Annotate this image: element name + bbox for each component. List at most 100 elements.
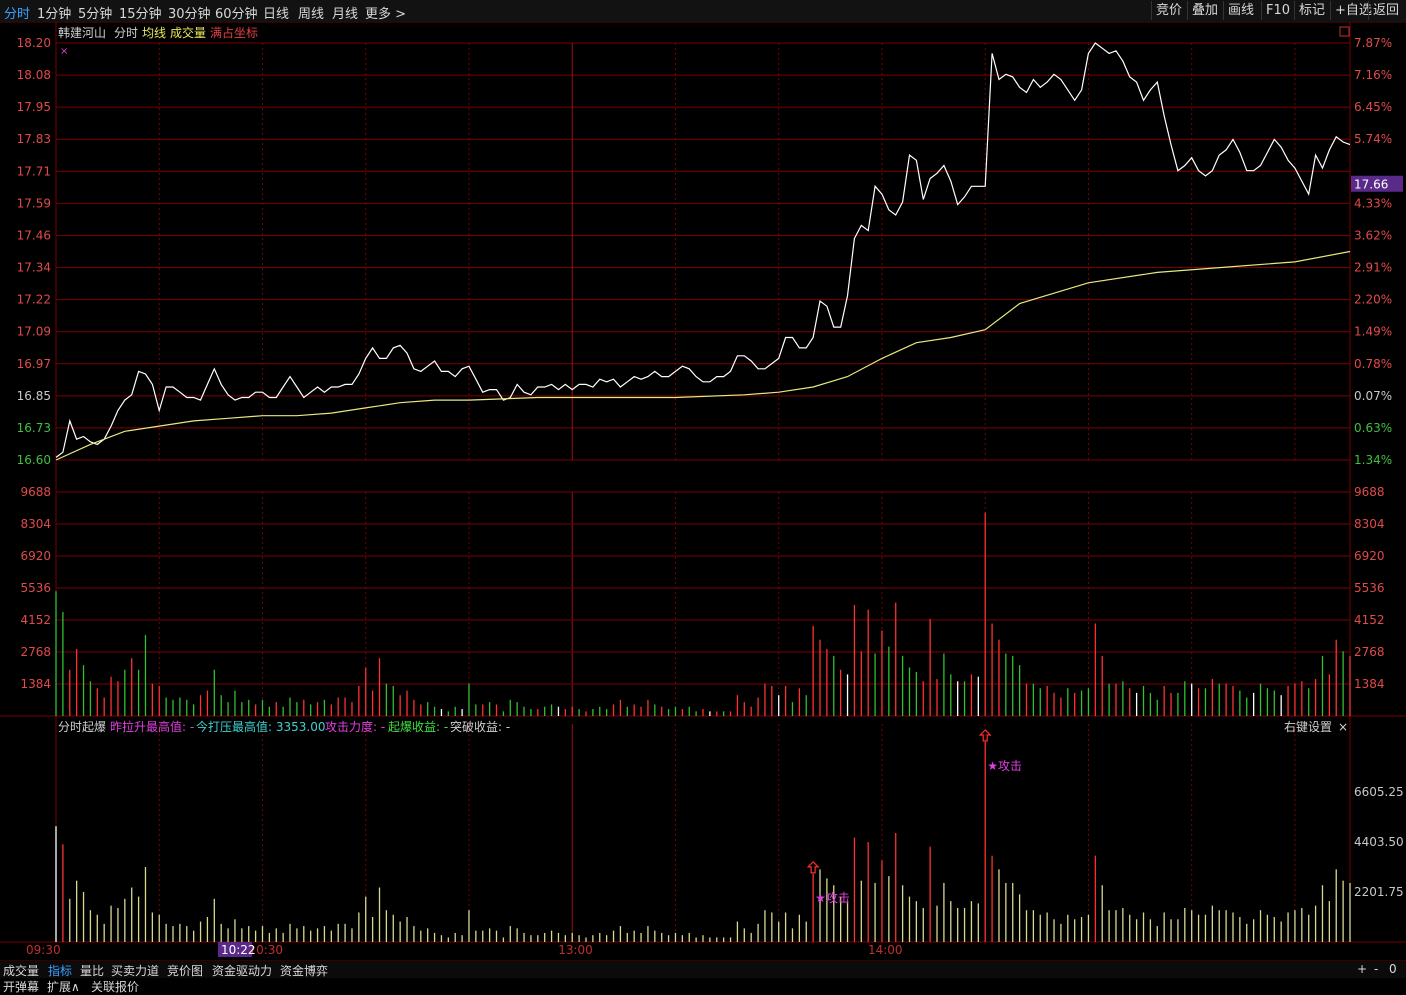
bottom-tab-1[interactable]: 指标 <box>48 964 73 978</box>
toolbar-button-6[interactable]: 返回 <box>1368 1 1403 20</box>
bottom-tab-5[interactable]: 资金驱动力 <box>212 964 273 978</box>
price-tick-label: 17.34 <box>17 261 51 275</box>
timeframe-tab-0[interactable]: 分时 <box>4 7 31 22</box>
attack-signal-label: ★攻击 <box>987 759 1022 773</box>
bottom-action-0[interactable]: 开弹幕 <box>3 980 40 994</box>
attack-arrow-icon <box>978 729 992 742</box>
time-label: 10:30 <box>248 943 283 957</box>
volume-tick-label-right: 8304 <box>1354 517 1385 531</box>
timeframe-tab-3[interactable]: 15分钟 <box>119 7 162 22</box>
volume-tick-label: 8304 <box>20 517 51 531</box>
bottom-tab-0[interactable]: 成交量 <box>3 964 40 978</box>
timeframe-tab-8[interactable]: 月线 <box>332 7 359 22</box>
volume-tick-label-right: 9688 <box>1354 485 1385 499</box>
volume-label: 成交量 <box>170 25 206 40</box>
pct-tick-label: 4.33% <box>1354 196 1392 210</box>
volume-tick-label: 9688 <box>20 485 51 499</box>
timeframe-tab-7[interactable]: 周线 <box>298 7 325 22</box>
stock-name: 韩建河山 <box>58 25 106 40</box>
full-axis-label[interactable]: 满占坐标 <box>210 25 258 40</box>
x-marker-icon: × <box>60 46 68 57</box>
indicator-item-1: 今打压最高值: 3353.00 <box>196 719 325 734</box>
timeframe-tab-6[interactable]: 日线 <box>263 7 290 22</box>
indicator-item-0: 昨拉升最高值: - <box>110 719 194 734</box>
bottom-tab-3[interactable]: 买卖力道 <box>111 964 160 978</box>
indicator-tick-label: 2201.75 <box>1354 885 1404 899</box>
intraday-chart[interactable]: 18.20 7.87% 18.08 7.16% 17.95 6.45% 17.83 5.74%… <box>0 22 1406 960</box>
indicator-item-3: 起爆收益: - <box>388 720 448 734</box>
zoom-button-0[interactable]: + <box>1357 962 1368 976</box>
pct-tick-label: 1.34% <box>1354 453 1392 467</box>
pct-tick-label: 6.45% <box>1354 100 1392 114</box>
time-label: 13:00 <box>558 943 593 957</box>
time-label: 14:00 <box>868 943 903 957</box>
avg-line-label: 均线 <box>142 26 166 40</box>
pct-tick-label: 3.62% <box>1354 228 1392 242</box>
current-price-tag <box>1351 175 1403 192</box>
toolbar-button-1[interactable]: 叠加 <box>1187 1 1222 20</box>
attack-arrow-icon <box>806 861 820 874</box>
pct-tick-label: 2.91% <box>1354 261 1392 275</box>
bottom-action-1[interactable]: 扩展∧ <box>47 980 80 994</box>
pct-tick-label: 0.07% <box>1354 389 1392 403</box>
price-tick-label: 17.46 <box>17 228 51 242</box>
mode-label: 分时 <box>114 26 138 40</box>
indicator-item-4: 突破收益: - <box>450 719 510 734</box>
price-tick-label: 16.73 <box>17 421 51 435</box>
bottom-tab-2[interactable]: 量比 <box>80 964 105 978</box>
price-tick-label: 17.83 <box>17 132 51 146</box>
volume-tick-label-right: 5536 <box>1354 581 1385 595</box>
timeframe-tab-9[interactable]: 更多 > <box>365 7 407 22</box>
volume-tick-label: 6920 <box>20 549 51 563</box>
price-tick-label: 17.71 <box>17 164 51 178</box>
toolbar-button-0[interactable]: 竞价 <box>1151 1 1186 20</box>
volume-tick-label: 2768 <box>20 645 51 659</box>
attack-signal-label: ★攻击 <box>815 891 850 905</box>
price-tick-label: 17.59 <box>17 196 51 210</box>
price-tick-label: 16.97 <box>17 357 51 371</box>
timeframe-tab-4[interactable]: 30分钟 <box>168 7 211 22</box>
volume-tick-label-right: 2768 <box>1354 645 1385 659</box>
bottom-tab-4[interactable]: 竞价图 <box>167 964 204 978</box>
volume-tick-label-right: 6920 <box>1354 549 1385 563</box>
volume-tick-label-right: 1384 <box>1354 677 1385 691</box>
price-tick-label: 17.95 <box>17 100 51 114</box>
indicator-item-2: 攻击力度: - <box>325 719 385 734</box>
indicator-title: 分时起爆 <box>58 720 106 734</box>
timeframe-tab-2[interactable]: 5分钟 <box>78 7 113 22</box>
indicator-settings[interactable]: 右键设置 <box>1284 719 1332 734</box>
price-tick-label: 16.85 <box>17 389 51 403</box>
bottom-toolbar: 开弹幕 扩展∧ 关联报价 <box>0 978 1406 994</box>
volume-tick-label: 4152 <box>20 613 51 627</box>
bottom-action-2[interactable]: 关联报价 <box>91 980 140 994</box>
pct-tick-label: 0.63% <box>1354 421 1392 435</box>
toolbar-button-5[interactable]: +自选 <box>1330 1 1376 20</box>
current-price-value: 17.66 <box>1354 178 1388 192</box>
price-tick-label: 18.20 <box>17 36 51 50</box>
zoom-button-1[interactable]: - <box>1374 962 1379 976</box>
pct-tick-label: 2.20% <box>1354 293 1392 307</box>
pct-tick-label: 0.78% <box>1354 357 1392 371</box>
timeframe-toolbar: 分时 1分钟 5分钟 15分钟 30分钟 60分钟 日线 周线 月线 更多 > 竞价 叠加 画线 F10 标… <box>0 0 1406 23</box>
pct-tick-label: 1.49% <box>1354 325 1392 339</box>
panel-close-icon[interactable] <box>1339 26 1350 37</box>
toolbar-button-2[interactable]: 画线 <box>1223 1 1258 20</box>
price-line <box>55 42 1351 458</box>
toolbar-button-3[interactable]: F10 <box>1261 1 1294 20</box>
indicator-close-icon[interactable]: × <box>1338 720 1348 734</box>
zoom-button-2[interactable]: 0 <box>1389 962 1397 976</box>
bottom-tab-bar: 成交量 指标 量比 买卖力道 竞价图 资金驱动力 资金博弈 + -0 <box>0 960 1406 979</box>
pct-tick-label: 5.74% <box>1354 132 1392 146</box>
timeframe-tab-5[interactable]: 60分钟 <box>215 7 258 22</box>
time-cursor-value: 10:22 <box>221 943 256 957</box>
avg-price-line <box>55 250 1351 461</box>
toolbar-button-4[interactable]: 标记 <box>1294 1 1329 20</box>
volume-tick-label: 1384 <box>20 677 51 691</box>
price-tick-label: 17.09 <box>17 325 51 339</box>
timeframe-tab-1[interactable]: 1分钟 <box>37 7 72 22</box>
price-tick-label: 18.08 <box>17 68 51 82</box>
time-label: 09:30 <box>26 943 61 957</box>
volume-tick-label-right: 4152 <box>1354 613 1385 627</box>
bottom-tab-6[interactable]: 资金博弈 <box>280 964 329 978</box>
indicator-tick-label: 6605.25 <box>1354 785 1404 799</box>
